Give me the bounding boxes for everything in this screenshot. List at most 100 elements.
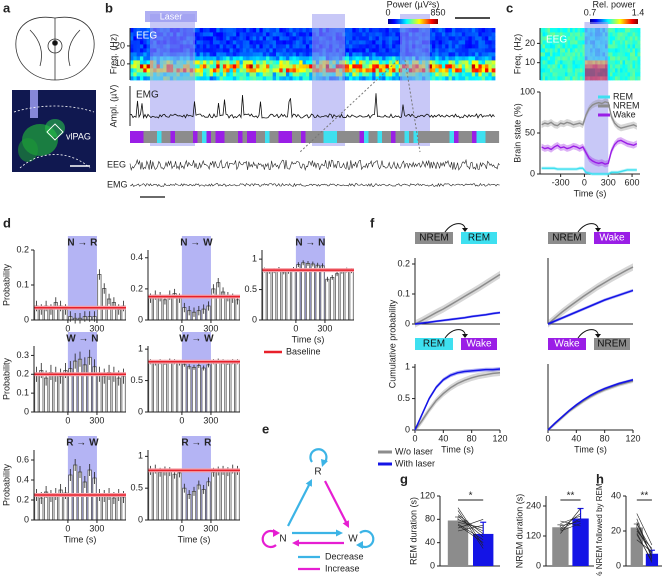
hypnogram-segment [202,131,207,143]
spectrogram-cell [279,72,284,77]
heatmap-cell [540,72,543,77]
spectrogram-cell [229,32,234,37]
heatmap-cell [550,40,553,45]
spectrogram-cell [289,72,293,77]
spectrogram-cell [203,56,207,61]
hypnogram-segment [278,131,284,143]
bar [87,356,92,413]
spectrogram-cell [133,32,138,37]
bar [158,361,163,413]
heatmap-cell [547,28,551,33]
heatmap-cell [565,44,568,49]
spectrogram-cell [262,40,267,45]
heatmap-cell [625,28,628,33]
spectrogram-cell [232,72,237,77]
heatmap-cell [542,56,546,61]
spectrogram-cell [136,48,141,53]
spectrogram-cell [435,28,439,33]
spectrogram-cell [431,44,436,49]
spectrogram-cell [395,36,400,41]
spectrogram-cell [445,48,449,53]
heatmap-cell [540,44,543,49]
heatmap-cell [580,48,583,53]
heatmap-cell [570,60,573,65]
spectrogram-cell [461,64,466,69]
spectrogram-cell [252,28,257,33]
heatmap-cell [622,48,626,53]
bar [73,464,78,521]
heatmap-cell [582,28,586,33]
spectrogram-cell [272,60,277,65]
spectrogram-cell [219,56,224,61]
spectrogram-cell [435,72,439,77]
spectrogram-cell [219,40,224,45]
bar [552,527,569,566]
spectrogram-cell [199,76,204,81]
spectrogram-cell [133,76,138,81]
spectrogram-cell [269,40,274,45]
significance-label: * [469,491,473,502]
spectrogram-cell [451,32,456,37]
spectrogram-cell [388,40,393,45]
bar [216,282,221,321]
spectrogram-cell [481,48,486,53]
heatmap-cell [550,68,553,73]
spectrogram-cell [259,60,264,65]
heatmap-cell [577,64,581,69]
spectrogram-cell [349,28,353,33]
heatmap-cell [622,64,626,69]
spectrogram-cell [219,32,224,37]
spectrogram-cell [455,28,459,33]
spectrogram-cell [130,52,134,57]
spectrogram-cell [471,44,476,49]
spectrogram-cell [299,28,303,33]
spectrogram-cell [232,52,237,57]
spectrogram-cell [478,64,483,69]
spectrogram-cell [378,52,383,57]
spectrogram-cell [368,56,373,61]
panel-letter: h [596,471,604,486]
heatmap-cell [542,72,546,77]
heatmap-cell [630,52,633,57]
heatmap-cell [615,56,618,61]
heatmap-cell [580,64,583,69]
heatmap-cell [555,48,558,53]
spectrogram-cell [455,36,459,41]
spectrogram-cell [143,68,147,73]
hypnogram-segment [256,131,261,143]
heatmap-cell [635,68,638,73]
spectrogram-cell [266,60,270,65]
spectrogram-cell [259,44,264,49]
spectrogram-cell [349,68,353,73]
spectrogram-cell [481,40,486,45]
spectrogram-cell [431,68,436,73]
heatmap-cell [570,28,573,33]
spectrogram-cell [431,64,436,69]
bar [182,363,187,413]
spectrogram-cell [485,52,489,57]
hypnogram-segment [490,131,495,143]
spectrogram-cell [388,60,393,65]
heatmap-cell [627,40,631,45]
spectrogram-cell [428,40,433,45]
hypnogram-segment [346,131,351,143]
spectrogram-cell [289,44,293,49]
y-tick-label: 0.4 [16,474,29,484]
spectrogram-cell [458,56,463,61]
spectrogram-cell [485,44,489,49]
spectrogram-cell [272,48,277,53]
heatmap-cell [545,32,548,37]
spectrogram-cell [276,76,280,81]
spectrogram-cell [259,64,264,69]
spectrogram-cell [269,28,274,33]
spectrogram-cell [222,32,227,37]
spectrogram-cell [468,48,473,53]
heatmap-cell [612,36,616,41]
spectrogram-cell [395,32,400,37]
heatmap-cell [622,76,626,81]
spectrogram-cell [282,48,287,53]
spectrogram-cell [256,32,260,37]
spectrogram-cell [236,44,240,49]
spectrogram-cell [222,48,227,53]
spectrogram-cell [216,52,220,57]
